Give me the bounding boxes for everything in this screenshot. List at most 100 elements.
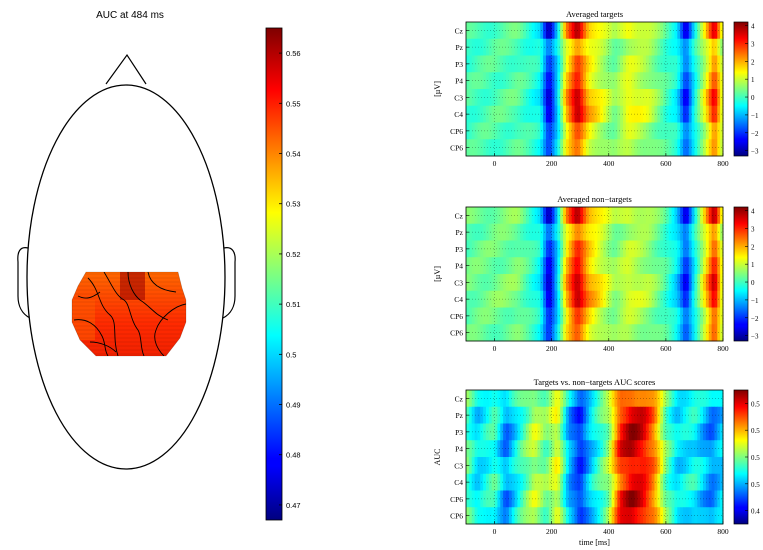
heatmap-cell: [537, 139, 540, 156]
topomap-colorbar-tick-label: 0.51: [286, 300, 301, 309]
heatmap-cell: [500, 89, 503, 106]
heatmap-cell: [677, 56, 680, 73]
heatmap-cell: [714, 207, 717, 224]
heatmap-cell: [617, 89, 620, 106]
heatmap-row-label: CP6: [450, 144, 463, 153]
heatmap-cell: [560, 207, 563, 224]
heatmap-cell: [654, 22, 657, 39]
heatmap-row-label: Cz: [455, 211, 464, 220]
heatmap-cell: [537, 56, 540, 73]
heatmap-x-tick-label: 800: [717, 527, 729, 536]
heatmap-cell: [500, 39, 503, 56]
heatmap-cell: [617, 424, 620, 441]
heatmap-cell: [617, 507, 620, 524]
topomap-title: AUC at 484 ms: [96, 10, 164, 21]
heatmap-cell: [595, 308, 598, 325]
heatmap-cell: [617, 257, 620, 274]
heatmap-cell: [560, 440, 563, 457]
heatmap-cell: [537, 224, 540, 241]
topomap-colorbar-tick-label: 0.52: [286, 250, 301, 259]
heatmap-cell: [677, 257, 680, 274]
heatmap-cell: [560, 39, 563, 56]
heatmap-cell: [537, 72, 540, 89]
heatmap-cell: [477, 39, 480, 56]
heatmap-cell: [595, 257, 598, 274]
heatmap-cell: [677, 123, 680, 140]
heatmap-colorbar-tick-label: 0: [751, 94, 755, 102]
heatmap-cell: [477, 390, 480, 407]
heatmap-cell: [595, 407, 598, 424]
heatmap-cell: [500, 123, 503, 140]
heatmap-cell: [477, 106, 480, 123]
heatmap-cell: [654, 257, 657, 274]
heatmap-cell: [714, 106, 717, 123]
heatmap-row-label: Pz: [456, 411, 464, 420]
heatmap-cell: [714, 274, 717, 291]
heatmap-colorbar-fill: [734, 207, 748, 341]
heatmap-panel-nontargets: Averaged non−targetsCzPzP3P4C3C4CP6CP60 2…: [433, 194, 759, 353]
heatmap-cell: [677, 440, 680, 457]
heatmap-row-label: C3: [454, 461, 463, 470]
heatmap-cell: [560, 507, 563, 524]
heatmap-colorbar-tick-label: 0.4: [751, 508, 760, 516]
heatmap-colorbar-tick-label: −1: [751, 297, 759, 305]
heatmap-cell: [654, 440, 657, 457]
heatmap-colorbar-fill: [734, 22, 748, 156]
heatmap-cell: [500, 507, 503, 524]
heatmap-x-tick-label: 200: [546, 159, 558, 168]
topomap-panel: AUC at 484 ms: [18, 10, 301, 520]
heatmap-cell: [714, 39, 717, 56]
heatmap-x-tick-label: 800: [717, 344, 729, 353]
heatmap-colorbar-tick-label: 0.5: [751, 427, 760, 435]
heatmap-cell: [617, 139, 620, 156]
heatmap-cell: [595, 22, 598, 39]
heatmap-cell: [477, 407, 480, 424]
heatmap-cell: [537, 308, 540, 325]
heatmap-cell: [714, 291, 717, 308]
heatmap-cell: [560, 257, 563, 274]
heatmap-row-label: C4: [454, 295, 463, 304]
heatmap-row-label: CP6: [450, 495, 463, 504]
heatmap-cell: [560, 474, 563, 491]
heatmap-row-label: P3: [455, 245, 463, 254]
heatmap-cell: [537, 457, 540, 474]
heatmap-cell: [477, 474, 480, 491]
heatmap-row-label: CP6: [450, 312, 463, 321]
heatmap-cell: [537, 291, 540, 308]
heatmap-colorbar-tick-label: 0.5: [751, 481, 760, 489]
heatmap-cell: [537, 89, 540, 106]
heatmap-colorbar-tick-label: 0.5: [751, 454, 760, 462]
heatmap-x-tick-label: 400: [603, 159, 615, 168]
heatmap-cell: [477, 291, 480, 308]
topomap-colorbar-tick-label: 0.53: [286, 200, 301, 209]
topomap-colorbar-tick-label: 0.55: [286, 99, 301, 108]
heatmap-ylabel: [µV]: [433, 266, 442, 282]
heatmap-cell: [560, 457, 563, 474]
heatmap-row-label: C4: [454, 478, 463, 487]
heatmap-cell: [714, 308, 717, 325]
heatmap-x-tick-label: 800: [717, 159, 729, 168]
topomap-colorbar: 0.560.550.540.530.520.510.50.490.480.47: [266, 28, 301, 520]
heatmap-cell: [617, 407, 620, 424]
heatmap-cell: [595, 491, 598, 508]
heatmap-title: Targets vs. non−targets AUC scores: [534, 377, 656, 387]
heatmap-cell: [537, 257, 540, 274]
heatmap-cell: [677, 474, 680, 491]
heatmap-x-tick-label: 0: [493, 344, 497, 353]
heatmap-cell: [595, 72, 598, 89]
heatmap-cell: [714, 224, 717, 241]
heatmap-cell: [477, 424, 480, 441]
heatmap-cell: [677, 424, 680, 441]
heatmap-cell: [560, 241, 563, 258]
heatmap-cell: [654, 89, 657, 106]
heatmap-xlabel: time [ms]: [579, 538, 610, 547]
heatmap-cell: [477, 139, 480, 156]
heatmap-colorbar-tick-label: −3: [751, 148, 759, 156]
heatmap-cell: [477, 324, 480, 341]
heatmap-row-label: Pz: [456, 43, 464, 52]
heatmap-cell: [677, 491, 680, 508]
heatmap-x-tick-label: 0: [493, 159, 497, 168]
heatmap-cell: [477, 22, 480, 39]
heatmap-cell: [537, 390, 540, 407]
